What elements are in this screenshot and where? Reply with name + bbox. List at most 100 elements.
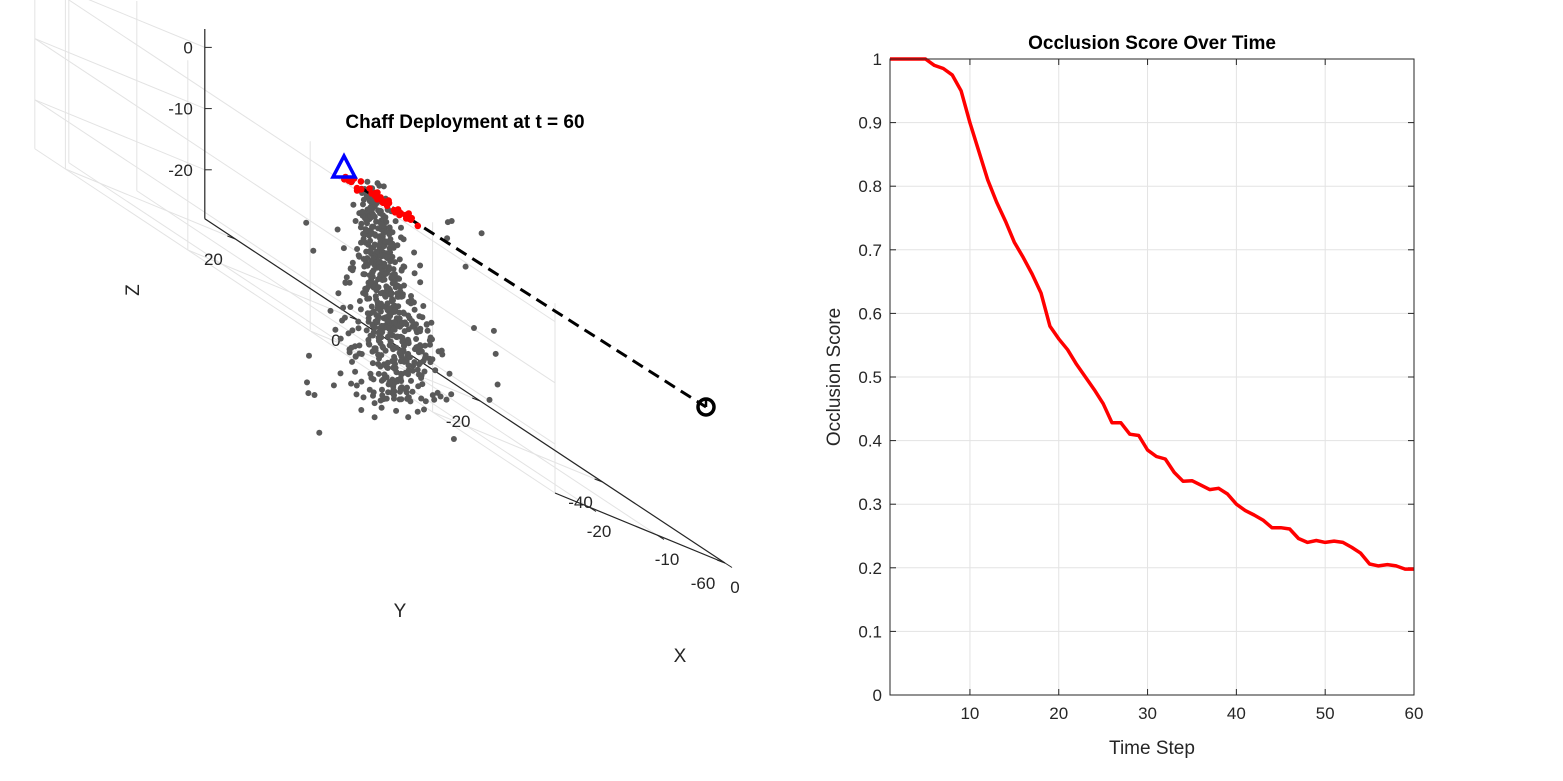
- chaff-point: [427, 341, 433, 348]
- chaff-point: [337, 335, 344, 342]
- chaff-point: [306, 352, 312, 359]
- chaff-point: [450, 436, 457, 442]
- chaff-point: [396, 256, 403, 263]
- chaff-point: [360, 201, 366, 208]
- chaff-point: [373, 248, 380, 255]
- line-of-sight: [343, 175, 707, 409]
- floor-grid-x: [68, 162, 590, 508]
- chaff-point: [380, 183, 387, 190]
- x-tick-label: 0: [730, 578, 739, 597]
- scatter-3d-axes: [204, 29, 726, 564]
- chaff-point: [332, 326, 339, 333]
- y-tick-label: -40: [568, 493, 593, 512]
- chaff-point: [340, 245, 347, 252]
- chaff-point: [398, 267, 405, 274]
- chaff-point: [376, 264, 383, 271]
- chaff-point: [353, 382, 360, 389]
- chaff-point: [370, 223, 377, 230]
- scatter-3d-ticks: -20 -10 0 20 0 -20 -40 -60 0 -10 -20: [168, 38, 740, 597]
- chaff-point: [352, 353, 359, 360]
- chaff-point: [310, 247, 317, 254]
- target-triangle-marker: [330, 152, 358, 179]
- chaff-point: [413, 344, 420, 351]
- y-tick-label: 0.4: [858, 432, 882, 451]
- chaff-point: [364, 227, 370, 234]
- chaff-point: [393, 334, 400, 341]
- chaff-point: [444, 219, 451, 226]
- x-tick-mark: [656, 534, 665, 540]
- x-tick-label: 40: [1227, 704, 1246, 723]
- chaff-point: [490, 327, 497, 334]
- chaff-point: [356, 253, 363, 260]
- chaff-point: [390, 326, 397, 333]
- chaff-point: [316, 429, 323, 436]
- chaff-point: [363, 217, 370, 224]
- chaff-point: [311, 392, 318, 398]
- chaff-point: [369, 360, 376, 367]
- chaff-point: [396, 396, 403, 403]
- chaff-point: [369, 269, 376, 276]
- y-tick-label: 0.7: [858, 241, 882, 260]
- chaff-point: [422, 342, 429, 349]
- chaff-point: [358, 378, 365, 385]
- side-wall-grid-z: [34, 38, 556, 384]
- chaff-point: [422, 398, 429, 405]
- chaff-point: [405, 414, 412, 421]
- z-axis-label: Z: [123, 284, 144, 296]
- chaff-point: [386, 325, 393, 332]
- chaff-point: [349, 358, 355, 365]
- chaff-point: [374, 180, 381, 187]
- los-chaff-point: [391, 209, 399, 216]
- side-wall-grid-z: [34, 99, 556, 445]
- chaff-point: [397, 284, 404, 290]
- chaff-point: [405, 340, 412, 347]
- chaff-point: [371, 400, 378, 407]
- chaff-point: [378, 300, 384, 307]
- chaff-point: [494, 381, 501, 388]
- chaff-point: [411, 306, 418, 313]
- chaff-point: [358, 407, 365, 413]
- los-chaff-point: [414, 222, 422, 230]
- z-tick-label: -20: [168, 161, 193, 180]
- x-axis-line: [554, 492, 726, 564]
- chaff-scatter-chart: Chaff Deployment at t = 60 -20-100200-20…: [34, 0, 740, 667]
- y-tick-label: 0: [331, 331, 340, 350]
- los-chaff-point: [368, 190, 375, 197]
- chaff-point: [350, 201, 357, 208]
- chaff-point: [386, 231, 393, 238]
- chaff-point: [398, 224, 404, 231]
- chaff-point: [429, 336, 435, 343]
- chaff-point: [378, 221, 385, 228]
- chaff-point: [382, 271, 389, 277]
- scatter-title: Chaff Deployment at t = 60: [345, 112, 584, 133]
- chaff-in-los-points: [341, 173, 422, 230]
- chaff-point: [347, 304, 354, 310]
- chaff-point: [371, 241, 378, 248]
- chaff-point: [357, 224, 364, 231]
- chaff-point: [386, 305, 393, 312]
- chaff-point: [377, 397, 384, 404]
- chaff-point: [405, 371, 412, 378]
- chaff-point: [438, 347, 445, 354]
- chaff-point: [365, 315, 372, 322]
- chaff-point: [385, 389, 392, 396]
- chaff-point: [386, 224, 393, 231]
- chaff-point: [422, 355, 428, 362]
- chaff-point: [305, 390, 312, 397]
- chaff-point: [368, 303, 375, 310]
- chaff-point: [372, 293, 379, 300]
- los-chaff-point: [357, 178, 365, 185]
- chaff-point: [375, 370, 382, 377]
- chaff-point: [415, 383, 422, 390]
- chaff-point: [371, 414, 378, 421]
- chaff-point: [381, 276, 388, 283]
- chaff-point: [411, 249, 418, 256]
- y-tick-label: 0.9: [858, 114, 882, 133]
- chaff-point: [380, 212, 386, 219]
- chaff-point: [388, 290, 395, 297]
- chaff-point: [423, 321, 430, 328]
- chaff-point: [359, 208, 366, 215]
- chaff-point: [418, 395, 425, 402]
- y-tick-mark: [227, 235, 236, 240]
